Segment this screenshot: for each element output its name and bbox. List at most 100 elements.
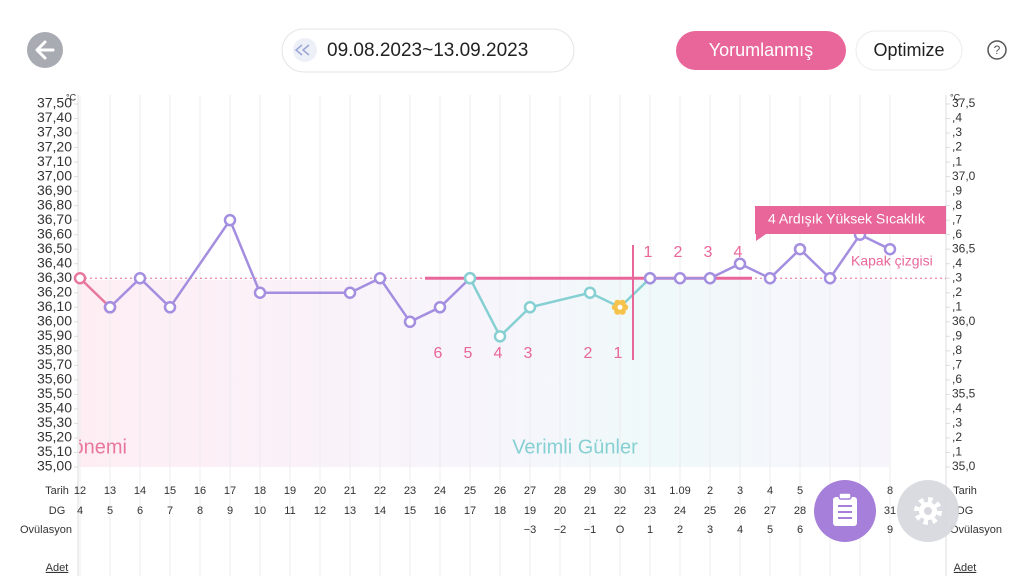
y-tick-label: 36,20 [37,283,72,299]
low-count: 2 [584,345,593,362]
row-label: Adet [954,562,977,574]
y2-tick-label: 35,5 [952,387,976,401]
temperature-point [223,213,237,227]
ovulation-label: 6 [797,524,803,536]
dg-label: 27 [764,505,776,517]
ovulation-label: −3 [524,524,537,536]
ovulation-label: 3 [707,524,713,536]
temperature-point [643,271,657,285]
overlay: 4 Ardışık Yüksek Sıcaklık Kapak çizgisi [755,206,946,269]
y-tick-label: 37,40 [37,109,72,125]
row-label: Tarih [45,485,69,497]
dg-label: 7 [167,505,173,517]
date-label: 2 [707,485,713,497]
y2-tick-label: ,7 [952,212,962,226]
date-label: 25 [464,485,476,497]
dg-label: 18 [494,505,506,517]
low-count: 3 [524,345,533,362]
petal [619,308,626,315]
temperature-point [103,301,117,314]
y-tick-label: 37,00 [37,167,72,183]
ovulation-label: 1 [647,524,653,536]
ovulation-label: −2 [554,524,567,536]
temperature-point [373,271,387,285]
y-tick-label: 36,10 [37,298,72,314]
callout-box [755,206,946,241]
date-picker[interactable]: 09.08.2023~13.09.2023 [281,28,575,73]
ovulation-marker [611,299,629,315]
y-tick-label: 36,70 [37,211,72,227]
dg-label: 4 [77,505,83,517]
y-tick-label: 35,00 [37,458,72,474]
petal [614,299,621,307]
high-count: 4 [734,244,743,261]
notes-button[interactable] [814,480,876,542]
y2-tick-label: 37,5 [952,96,976,110]
temperature-point [703,271,717,285]
date-label: 19 [284,485,296,497]
y2-tick-label: ,9 [952,328,962,342]
y2-tick-label: ,2 [952,140,962,154]
y2-tick-label: ,9 [952,183,962,197]
dg-label: 28 [794,505,806,517]
row-label: DG [49,505,66,517]
dg-label: 25 [704,505,716,517]
temperature-line [109,217,471,324]
petal-center [617,304,623,310]
dg-label: 5 [107,505,113,517]
temperature-point [883,242,897,256]
y2-tick-label: 36,5 [952,241,976,255]
date-label: 15 [164,485,176,497]
y-tick-label: 35,10 [37,443,72,459]
tab-interpreted[interactable]: Yorumlanmış [676,31,846,70]
temperature-point [733,257,747,270]
dg-label: 9 [227,505,233,517]
dg-label: 21 [584,505,596,517]
dg-label: 14 [374,505,386,517]
date-label: 24 [434,485,446,497]
temperature-point [463,271,477,285]
y2-tick-label: ,4 [952,111,962,125]
dg-label: 23 [644,505,656,517]
back-button[interactable] [27,32,63,68]
date-label: 23 [404,485,416,497]
dg-label: 19 [524,505,536,517]
petal [619,299,626,307]
low-count: 4 [494,345,503,362]
high-count: 3 [704,244,713,261]
date-label: 14 [134,485,146,497]
dg-label: 24 [674,505,686,517]
dg-label: 13 [344,505,356,517]
temperature-line [79,277,111,309]
date-label: 18 [254,485,266,497]
y2-tick-label: ,1 [952,445,962,459]
low-count: 5 [464,345,473,362]
date-label: 3 [737,485,743,497]
y2-tick-label: ,3 [952,270,962,284]
y-tick-label: 36,50 [37,240,72,256]
dg-label: 20 [554,505,566,517]
low-count: 6 [434,345,443,362]
date-label: 8 [887,485,893,497]
y-tick-label: 35,70 [37,356,72,372]
y-tick-label: 35,40 [37,400,72,416]
y-tick-label: 35,30 [37,414,72,430]
settings-button[interactable] [897,480,959,542]
date-label: 5 [797,485,803,497]
low-count: 1 [614,345,623,362]
y-tick-label: 37,20 [37,138,72,154]
temperature-point [73,271,87,285]
ovulation-label: 5 [767,524,773,536]
help-button[interactable]: ? [987,40,1007,60]
tab-optimize[interactable]: Optimize [855,30,963,71]
y2-tick-label: ,3 [952,416,962,430]
dg-label: 15 [404,505,416,517]
chart: °C °C35,0035,1035,2035,3035,4035,5035,603… [20,92,1002,576]
temperature-point [343,286,357,300]
date-label: 22 [374,485,386,497]
y-tick-label: 35,80 [37,342,72,358]
y2-tick-label: ,1 [952,154,962,168]
y2-unit: °C [950,92,961,102]
row-label: Ovülasyon [950,524,1002,536]
